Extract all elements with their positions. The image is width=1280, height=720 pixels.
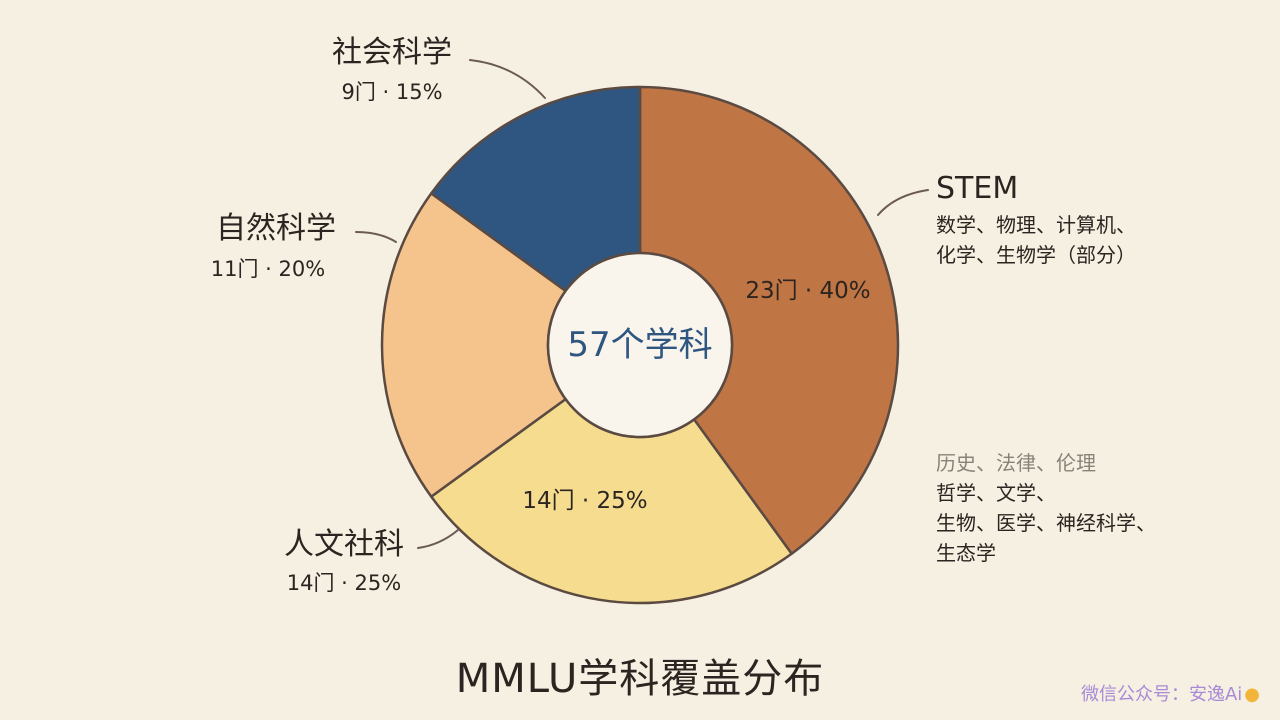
slice-label-humanities: 14门 · 25%: [522, 488, 647, 514]
desc-muted: 历史、法律、伦理: [936, 451, 1096, 475]
legend-stem-title: STEM: [936, 171, 1018, 206]
desc-line-3: 生态学: [936, 541, 996, 565]
watermark: 微信公众号：安逸Ai ●: [1081, 680, 1260, 706]
legend-stem-desc-2: 化学、生物学（部分）: [936, 243, 1136, 267]
legend-humanities: 人文社科 14门 · 25%: [284, 527, 404, 595]
leader-stem: [877, 189, 929, 216]
legend-natural-science: 自然科学 11门 · 20%: [211, 211, 336, 281]
legend-stem: STEM 数学、物理、计算机、 化学、生物学（部分）: [936, 171, 1136, 267]
legend-social-count: 9门 · 15%: [341, 80, 442, 104]
legend-social-science: 社会科学 9门 · 15%: [332, 35, 452, 104]
humanities-description: 历史、法律、伦理 哲学、文学、 生物、医学、神经科学、 生态学: [936, 451, 1156, 565]
duck-icon: ●: [1244, 684, 1260, 705]
desc-line-2: 生物、医学、神经科学、: [936, 511, 1156, 535]
leader-lines: [355, 59, 929, 549]
legend-social-title: 社会科学: [332, 35, 452, 70]
leader-natural: [355, 231, 397, 243]
legend-natural-count: 11门 · 20%: [211, 257, 325, 281]
legend-humanities-count: 14门 · 25%: [287, 571, 401, 595]
leader-humanities: [417, 529, 459, 549]
desc-line-1: 哲学、文学、: [936, 481, 1056, 505]
leader-social: [469, 59, 546, 99]
donut-hole: [546, 251, 734, 439]
legend-natural-title: 自然科学: [216, 211, 336, 246]
slice-label-stem: 23门 · 40%: [745, 278, 870, 304]
donut-slices: [380, 85, 900, 605]
chart-title: MMLU学科覆盖分布: [455, 656, 825, 702]
legend-stem-desc-1: 数学、物理、计算机、: [936, 213, 1136, 237]
center-label: 57个学科: [567, 325, 712, 365]
watermark-text: 微信公众号：安逸Ai: [1080, 684, 1243, 705]
legend-humanities-title: 人文社科: [284, 527, 404, 562]
